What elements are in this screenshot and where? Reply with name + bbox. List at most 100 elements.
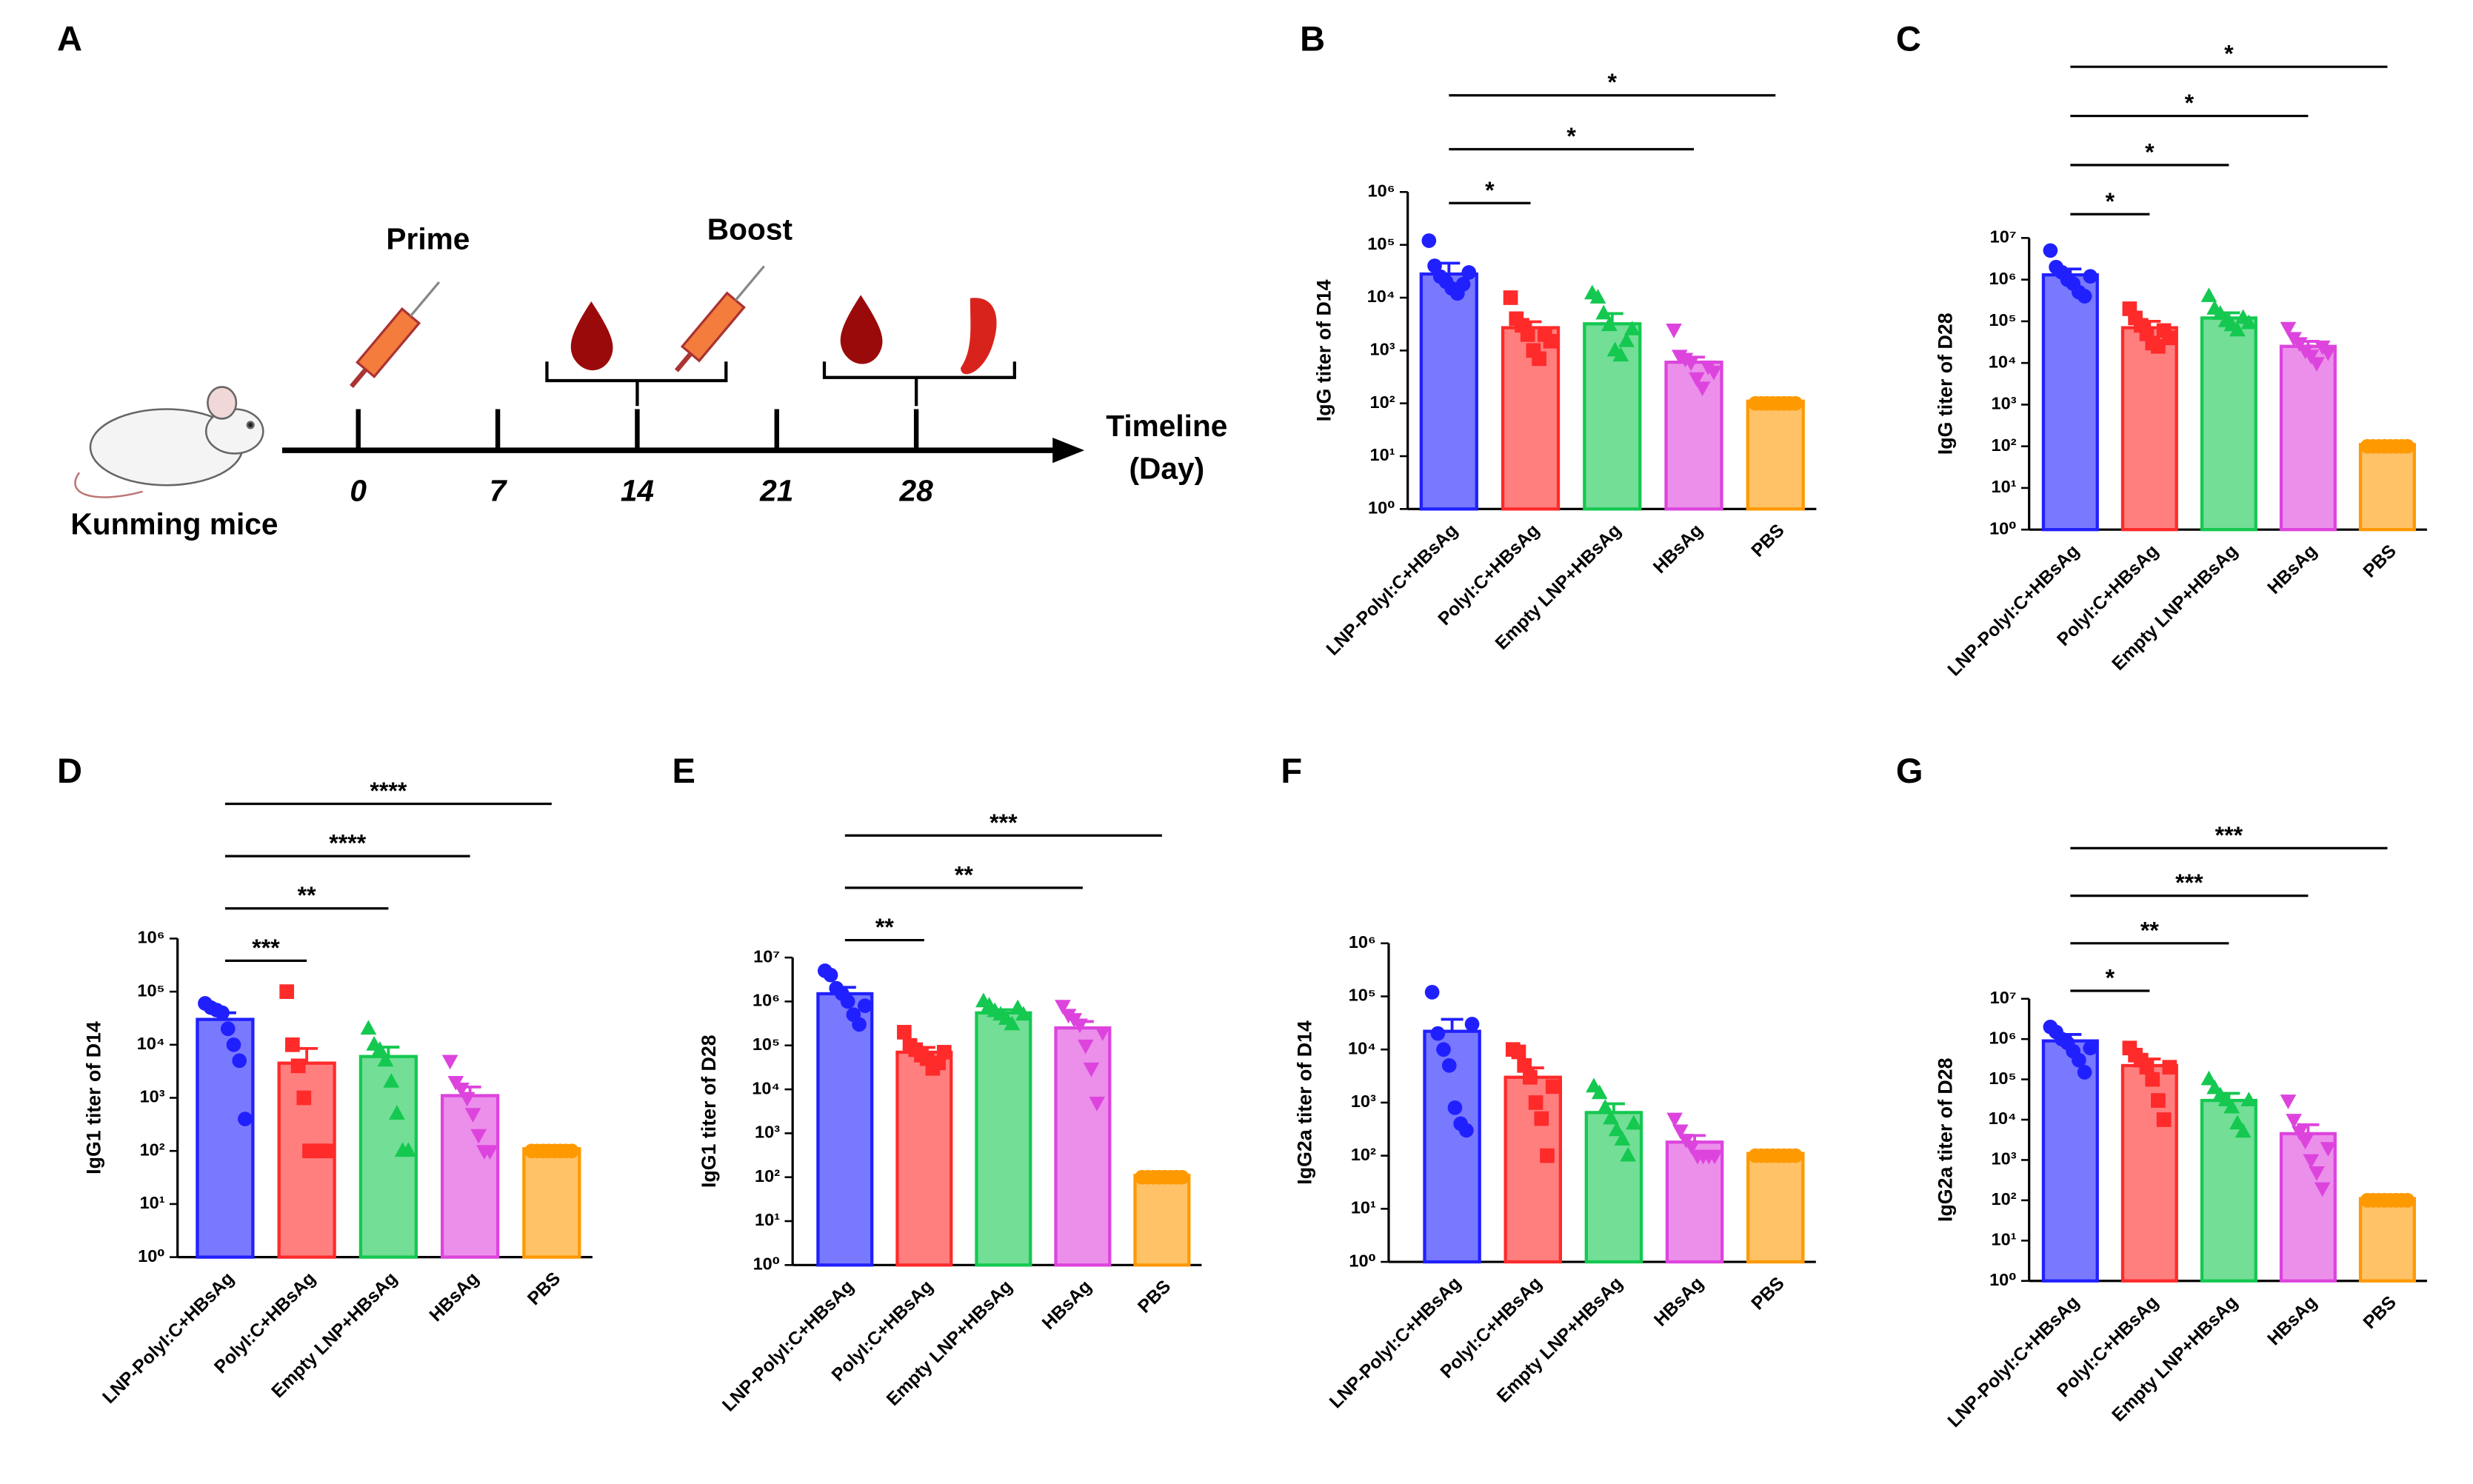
data-point: [2303, 350, 2320, 365]
x-tick-label: PBS: [2360, 541, 2400, 582]
y-tick-label: 10⁵: [1989, 1069, 2016, 1088]
data-point: [936, 1045, 952, 1060]
data-point: [1626, 1114, 1642, 1130]
x-tick-label: PBS: [1134, 1277, 1175, 1317]
data-point: [1545, 1079, 1561, 1094]
significance-label: *: [2106, 965, 2115, 992]
data-point: [360, 1020, 377, 1035]
bar: [2120, 326, 2178, 532]
data-point: [2309, 357, 2325, 372]
y-axis-label: IgG2a titer of D14: [1294, 1020, 1316, 1185]
data-point: [279, 984, 295, 999]
significance-label: *: [1608, 69, 1618, 96]
data-point: [383, 1073, 400, 1088]
mouse-label: Kunming mice: [70, 507, 278, 541]
data-point: [1455, 276, 1471, 292]
data-point: [2151, 338, 2166, 354]
x-tick-label: HBsAg: [1650, 1273, 1707, 1330]
data-point: [2297, 1134, 2314, 1150]
data-point: [1077, 1039, 1094, 1054]
data-point: [464, 1108, 481, 1123]
x-tick-label: PBS: [2360, 1292, 2400, 1333]
bar: [1501, 326, 1561, 511]
bar: [1746, 1152, 1805, 1264]
data-point: [1683, 1140, 1701, 1155]
day-label: 0: [350, 474, 367, 508]
data-point: [2240, 314, 2257, 330]
y-tick-label: 10³: [1992, 394, 2017, 413]
panel-label: D: [57, 751, 82, 790]
x-tick-label: LNP-PolyI:C+HBsAg: [1326, 1273, 1465, 1412]
significance-label: **: [2140, 917, 2159, 943]
data-point: [1620, 1146, 1637, 1162]
y-axis-label: IgG1 titer of D28: [698, 1035, 720, 1188]
syringe-icon: [350, 281, 441, 388]
data-point: [1706, 365, 1722, 381]
y-tick-label: 10¹: [1351, 1198, 1376, 1217]
y-tick-label: 10²: [1351, 1145, 1376, 1164]
y-tick-label: 10⁵: [137, 980, 164, 1000]
x-tick-label: LNP-PolyI:C+HBsAg: [1944, 1292, 2083, 1431]
data-point: [481, 1145, 498, 1160]
data-point: [238, 1112, 253, 1126]
significance-label: ****: [370, 778, 407, 804]
blood-drop: [840, 295, 883, 364]
y-tick-label: 10⁰: [753, 1254, 780, 1274]
significance-label: *: [1485, 177, 1495, 204]
data-point: [1788, 1148, 1803, 1163]
data-point: [2280, 1094, 2297, 1109]
data-point: [319, 1143, 334, 1159]
x-tick-label: HBsAg: [426, 1269, 483, 1326]
x-tick-label: LNP-PolyI:C+HBsAg: [99, 1269, 238, 1408]
data-point: [1591, 1084, 1608, 1100]
significance-label: *: [2145, 138, 2155, 165]
data-point: [1612, 347, 1629, 362]
data-point: [1424, 985, 1440, 1000]
data-point: [1055, 1000, 1071, 1015]
significance-label: *: [2185, 90, 2195, 116]
y-tick-label: 10²: [140, 1140, 165, 1159]
y-tick-label: 10⁶: [1989, 269, 2017, 288]
data-point: [285, 1037, 300, 1052]
data-point: [2320, 346, 2337, 361]
data-point: [2400, 1193, 2415, 1208]
data-point: [2229, 1114, 2246, 1130]
x-tick-label: PBS: [1748, 521, 1789, 561]
y-tick-label: 10⁰: [138, 1246, 164, 1266]
data-point: [2235, 1123, 2252, 1138]
panel-a: A Prime Boost Kunming mice Timeline (Day…: [57, 19, 1227, 541]
y-tick-label: 10⁴: [752, 1078, 780, 1097]
spleen-icon: [961, 298, 997, 375]
bar: [2200, 316, 2257, 532]
day-label: 21: [759, 474, 793, 508]
timeline-days: 0 7 14 21 28: [350, 409, 933, 508]
data-point: [1430, 1026, 1446, 1041]
significance-label: ****: [329, 830, 366, 857]
significance-label: ***: [2175, 869, 2203, 896]
bar: [1504, 1075, 1563, 1264]
significance-label: **: [298, 882, 316, 909]
data-point: [1421, 233, 1437, 248]
y-tick-label: 10⁴: [1367, 287, 1395, 306]
y-tick-label: 10²: [1370, 392, 1395, 412]
bar: [1746, 399, 1805, 511]
data-point: [1175, 1169, 1189, 1185]
data-point: [1540, 1148, 1555, 1163]
y-tick-label: 10⁶: [752, 991, 780, 1010]
timeline-unit: (Day): [1129, 452, 1204, 486]
data-point: [1528, 1095, 1543, 1110]
data-point: [1672, 1124, 1689, 1140]
y-tick-label: 10⁵: [1349, 986, 1376, 1005]
data-point: [1595, 304, 1612, 320]
day-label: 14: [621, 474, 654, 508]
panel-label: G: [1896, 751, 1923, 790]
data-point: [1689, 372, 1705, 387]
bar: [196, 1017, 255, 1259]
data-point: [1683, 356, 1699, 371]
mouse-icon: [74, 386, 264, 498]
chart-panel: C IgG titer of D28 10⁰ 10¹ 10² 10³ 10⁴ 10⁵ 10⁶ 10…: [1896, 19, 2427, 680]
significance-label: ***: [2215, 822, 2243, 849]
y-tick-label: 10⁰: [1368, 498, 1395, 518]
panel-label: E: [673, 751, 695, 790]
blood-drop: [570, 301, 613, 371]
